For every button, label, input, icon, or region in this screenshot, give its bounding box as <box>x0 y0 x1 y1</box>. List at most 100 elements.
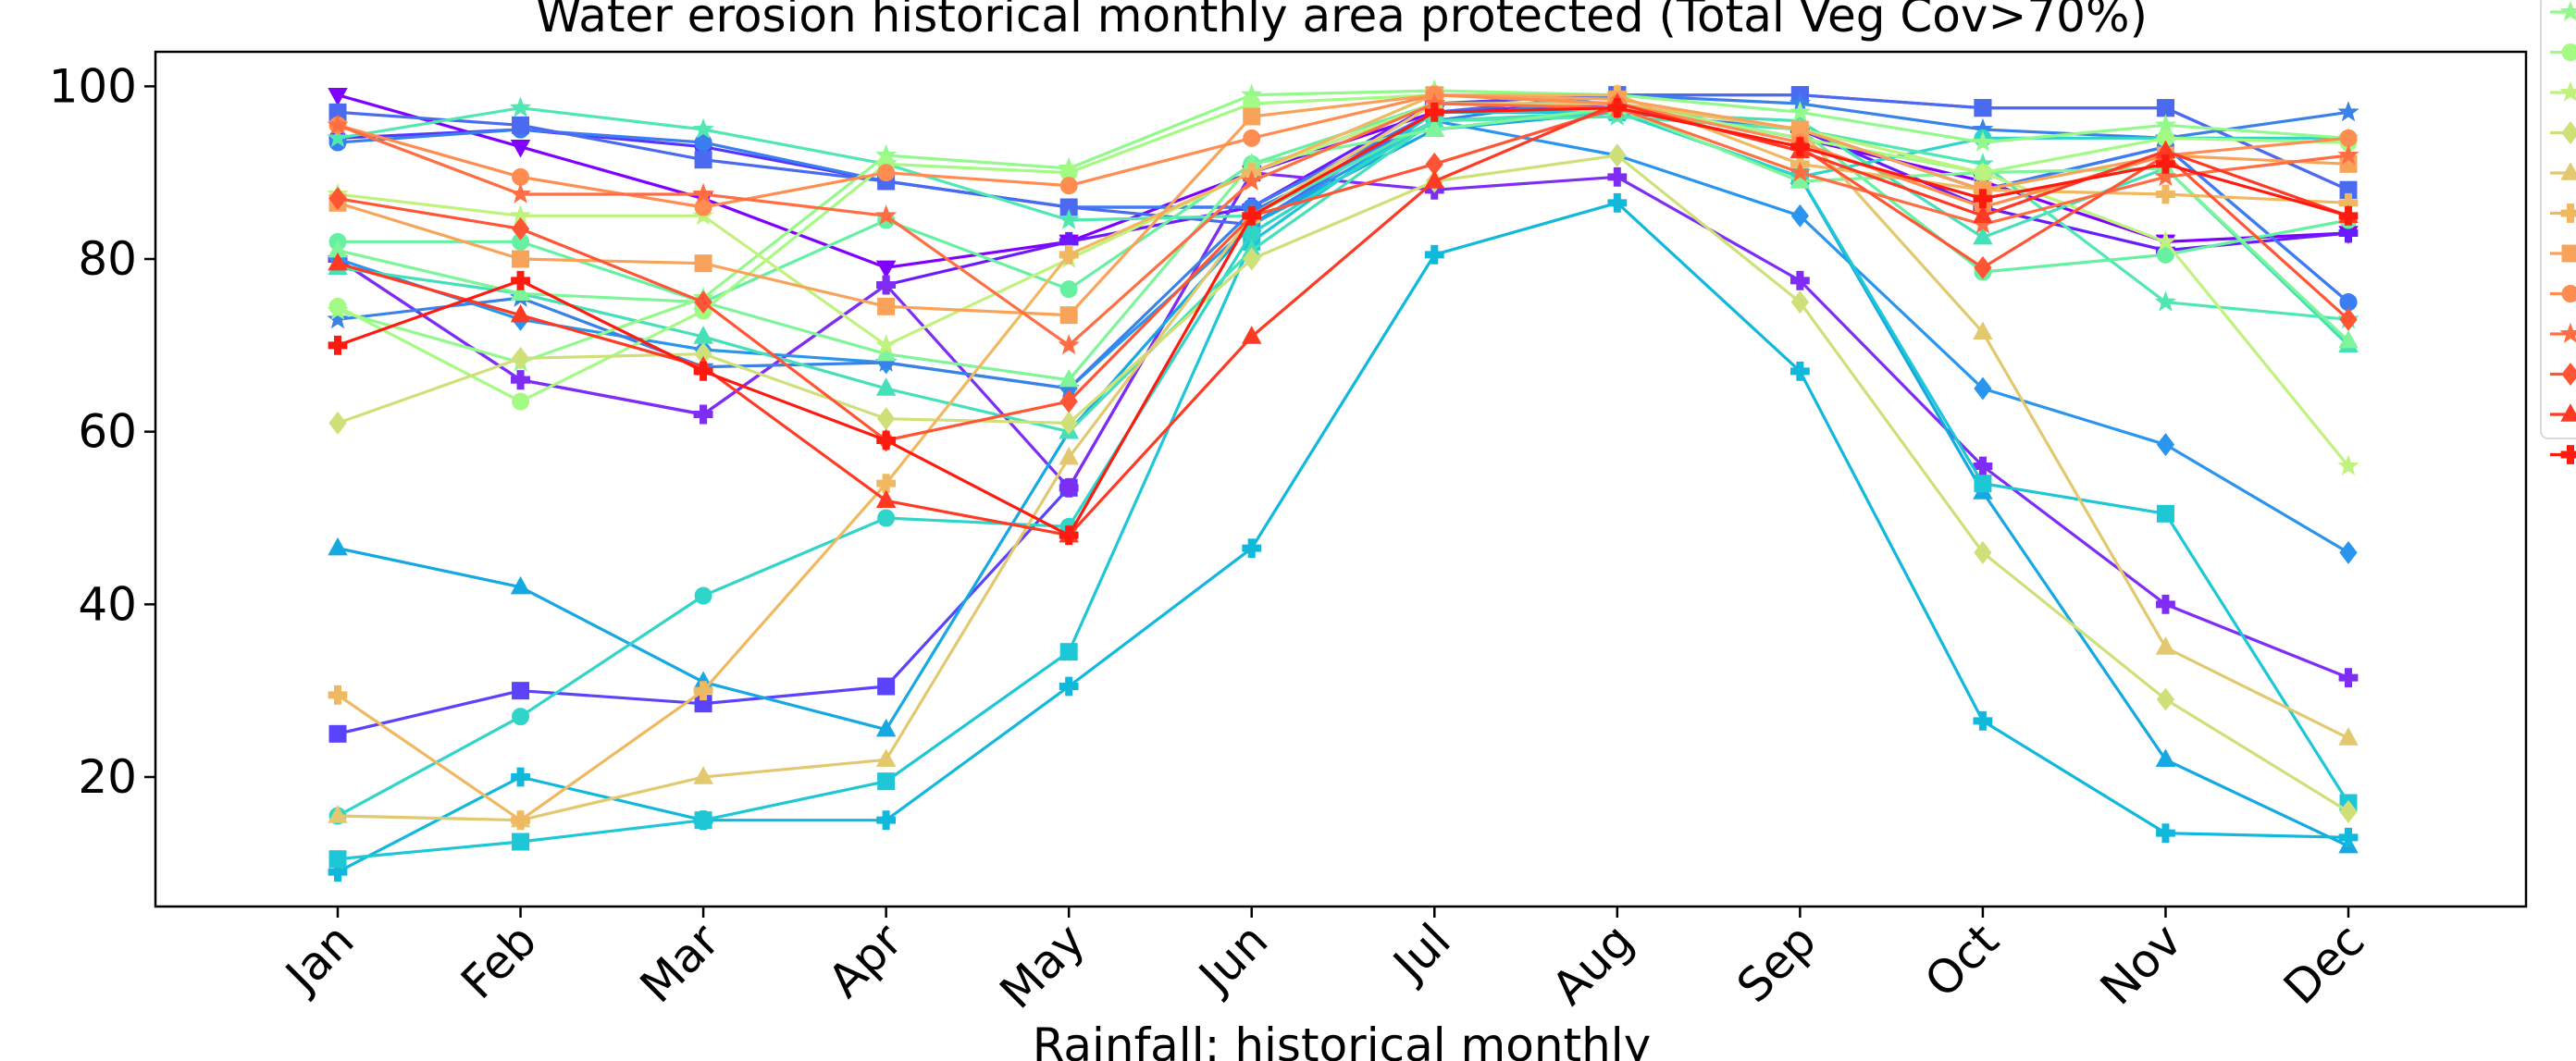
series-14 <box>328 101 2359 439</box>
x-tick-label: Aug <box>1542 913 1643 1015</box>
data-point <box>2155 636 2176 655</box>
series-line <box>337 93 2349 822</box>
x-tick-label: Oct <box>1914 913 2009 1007</box>
data-point <box>1059 389 1078 413</box>
data-point <box>875 718 897 737</box>
data-point <box>694 254 712 273</box>
data-point <box>693 404 713 425</box>
data-point <box>1424 118 1445 137</box>
data-point <box>1241 169 1263 191</box>
data-point <box>1608 143 1627 167</box>
data-point <box>2156 504 2174 523</box>
data-point <box>512 116 530 134</box>
data-point <box>1790 204 1809 228</box>
data-point <box>693 361 713 381</box>
legend-marker <box>2559 322 2576 343</box>
data-point <box>1058 208 1080 229</box>
data-point <box>1973 321 1993 340</box>
data-point <box>2154 166 2177 187</box>
data-point <box>511 767 530 787</box>
series-11 <box>328 192 2359 882</box>
data-point <box>692 117 714 139</box>
data-point <box>2337 101 2359 122</box>
data-point <box>875 489 897 509</box>
data-point <box>1974 540 1992 564</box>
data-point <box>2154 230 2177 252</box>
data-point <box>328 724 347 743</box>
series-line <box>337 106 2350 442</box>
data-point <box>512 392 530 411</box>
series-19 <box>328 86 2358 411</box>
x-tick-label: Jul <box>1381 913 1461 993</box>
series-line <box>337 106 2349 321</box>
legend-marker <box>2559 80 2576 102</box>
data-point <box>877 772 896 791</box>
series-line <box>337 110 2348 818</box>
data-point <box>511 270 530 290</box>
data-point <box>1789 101 1812 122</box>
data-point <box>327 114 349 135</box>
series-21 <box>328 143 2358 823</box>
x-axis: Jan Feb Mar Apr May Jun Jul Aug Sep Oct Nov Dec <box>274 907 2374 1019</box>
series-line <box>337 93 2349 403</box>
legend-marker <box>2560 204 2576 223</box>
data-point <box>512 833 530 851</box>
data-point <box>874 204 898 226</box>
x-tick-label: May <box>990 913 1096 1018</box>
data-point <box>875 260 897 279</box>
data-point <box>1973 226 1993 245</box>
legend <box>2540 0 2576 464</box>
data-point <box>1242 538 1262 559</box>
series-17 <box>328 96 2359 388</box>
data-point <box>1974 376 1992 401</box>
data-point <box>328 335 348 355</box>
data-point <box>1973 710 1993 731</box>
data-point <box>2338 223 2359 243</box>
x-tick-label: Mar <box>630 913 730 1013</box>
data-point <box>2339 307 2358 331</box>
series-line <box>337 110 2350 434</box>
data-point <box>2156 154 2175 174</box>
data-point <box>2156 687 2175 711</box>
data-point <box>877 677 896 696</box>
data-point <box>1059 306 1078 325</box>
data-point <box>328 850 347 869</box>
data-point <box>2337 454 2359 475</box>
series-line <box>337 106 2350 382</box>
data-point <box>1243 247 1261 271</box>
legend-marker <box>2561 120 2576 145</box>
x-axis-label: Rainfall: historical monthly <box>1033 1018 1652 1061</box>
x-tick-label: Apr <box>818 913 912 1007</box>
legend-marker <box>2561 285 2576 302</box>
data-point <box>1243 129 1261 147</box>
data-point <box>509 182 532 204</box>
legend-marker <box>2560 445 2576 464</box>
data-point <box>1059 643 1078 661</box>
series-27 <box>328 96 2358 452</box>
data-point <box>2156 184 2175 204</box>
y-axis: 20 40 60 80 100 <box>49 59 155 804</box>
legend-marker <box>2560 403 2576 422</box>
data-point <box>1790 137 1810 157</box>
data-point <box>511 370 530 390</box>
data-point <box>2338 329 2359 349</box>
series-line <box>337 93 2349 317</box>
data-point <box>1059 676 1079 697</box>
data-point <box>1424 102 1444 122</box>
data-point <box>1424 244 1444 265</box>
series-line <box>337 154 2349 813</box>
data-point <box>2339 129 2358 147</box>
data-point <box>328 87 348 106</box>
legend-box <box>2540 0 2576 439</box>
data-point <box>876 474 897 494</box>
data-point <box>328 537 348 556</box>
series-line <box>337 171 2349 680</box>
data-point <box>1974 255 1992 279</box>
legend-marker <box>2559 0 2576 21</box>
data-point <box>511 810 530 831</box>
data-point <box>1607 98 1628 118</box>
y-tick-label: 60 <box>78 405 137 459</box>
series-line <box>337 110 2350 861</box>
series-20 <box>327 92 2359 475</box>
data-point <box>2338 668 2359 688</box>
